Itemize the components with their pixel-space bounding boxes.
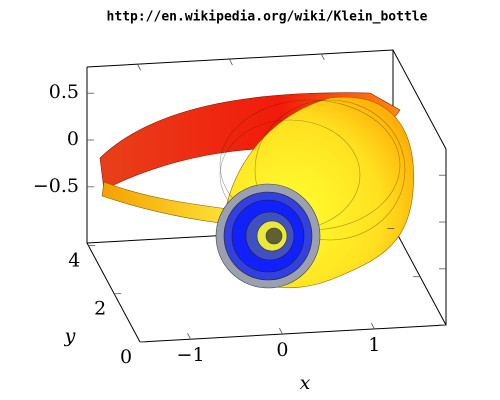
x-tick bbox=[137, 64, 141, 71]
x-tick bbox=[229, 58, 233, 66]
y-tick-label: 4 bbox=[68, 249, 80, 271]
x-tick bbox=[370, 322, 375, 330]
klein-surface bbox=[99, 92, 414, 289]
x-axis-label: x bbox=[300, 372, 311, 394]
x-tick-label: 1 bbox=[368, 334, 380, 356]
x-tick-label: −1 bbox=[177, 344, 205, 366]
y-tick-label: 2 bbox=[94, 298, 106, 320]
axis-box-back bbox=[86, 49, 447, 343]
y-tick-label: 0 bbox=[120, 346, 132, 368]
x-tick-label: 0 bbox=[276, 339, 288, 361]
x-tick bbox=[279, 327, 283, 335]
y-axis-label: y bbox=[64, 325, 76, 347]
z-tick-label: 0.5 bbox=[49, 81, 79, 103]
x-tick bbox=[187, 333, 191, 340]
chart-title: http://en.wikipedia.org/wiki/Klein_bottl… bbox=[107, 10, 428, 25]
z-tick-label: 0 bbox=[67, 128, 79, 150]
z-tick-label: −0.5 bbox=[33, 175, 79, 197]
x-tick bbox=[320, 53, 325, 61]
